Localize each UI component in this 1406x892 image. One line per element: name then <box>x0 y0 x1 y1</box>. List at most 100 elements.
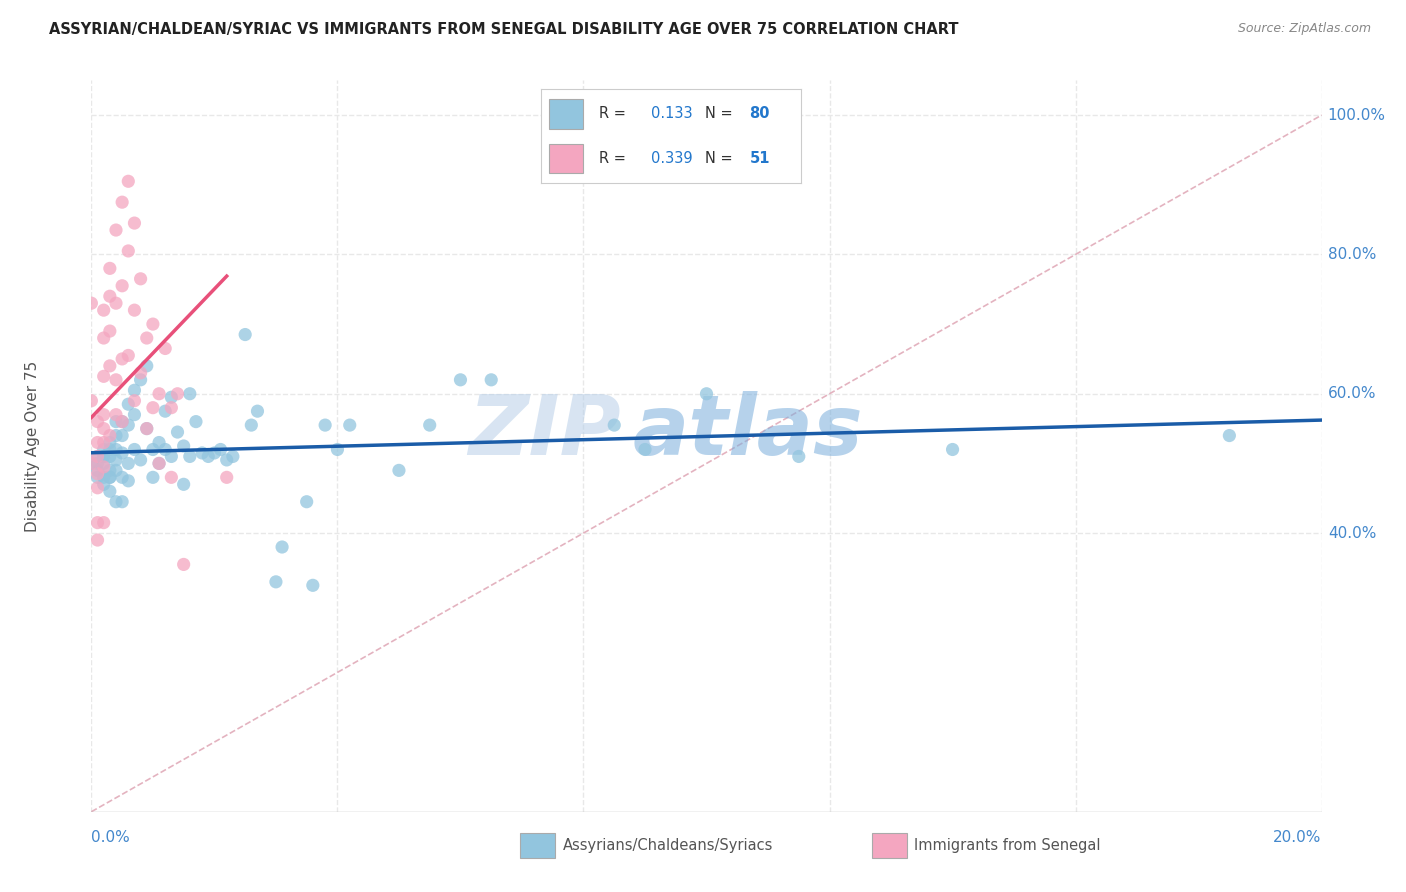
Point <box>93 442 115 457</box>
Point <box>197 450 219 464</box>
Point <box>105 428 127 442</box>
Text: N =: N = <box>706 151 737 166</box>
Text: 60.0%: 60.0% <box>1327 386 1376 401</box>
Point <box>111 278 134 293</box>
Point <box>222 450 245 464</box>
Point <box>696 386 718 401</box>
Point <box>80 457 103 471</box>
Point <box>264 574 287 589</box>
Point <box>160 450 183 464</box>
Point <box>93 331 115 345</box>
Point <box>105 373 127 387</box>
Point <box>105 442 127 457</box>
Point <box>129 272 152 286</box>
Point <box>124 442 146 457</box>
Text: 80: 80 <box>749 106 770 121</box>
Point <box>160 390 183 404</box>
Point <box>117 174 139 188</box>
Point <box>98 428 121 442</box>
Point <box>148 386 170 401</box>
Point <box>93 303 115 318</box>
Point <box>179 386 201 401</box>
Text: Assyrians/Chaldeans/Syriacs: Assyrians/Chaldeans/Syriacs <box>562 838 773 853</box>
Point <box>93 369 115 384</box>
Point <box>124 408 146 422</box>
Text: 40.0%: 40.0% <box>1327 525 1376 541</box>
Point <box>111 494 134 508</box>
Point <box>160 470 183 484</box>
Point <box>202 446 225 460</box>
Point <box>117 397 139 411</box>
Point <box>603 418 626 433</box>
Point <box>326 442 349 457</box>
Point <box>179 450 201 464</box>
Text: atlas: atlas <box>633 391 863 472</box>
Point <box>142 470 165 484</box>
Text: 0.0%: 0.0% <box>91 830 131 845</box>
Point <box>93 457 115 471</box>
Point <box>124 303 146 318</box>
Point <box>93 435 115 450</box>
Text: 20.0%: 20.0% <box>1274 830 1322 845</box>
Point <box>135 421 157 435</box>
Point <box>191 446 214 460</box>
Point <box>135 421 157 435</box>
FancyBboxPatch shape <box>550 98 583 128</box>
Point <box>246 404 269 418</box>
Point <box>117 244 139 258</box>
Point <box>135 331 157 345</box>
Point <box>160 401 183 415</box>
Point <box>98 470 121 484</box>
Point <box>124 216 146 230</box>
Point <box>942 442 965 457</box>
Point <box>634 442 657 457</box>
Point <box>93 470 115 484</box>
Text: 80.0%: 80.0% <box>1327 247 1376 262</box>
Point <box>166 425 188 439</box>
Point <box>117 474 139 488</box>
Point <box>449 373 471 387</box>
Point <box>153 442 177 457</box>
Point <box>86 467 108 481</box>
Point <box>105 453 127 467</box>
Point <box>142 317 165 331</box>
Point <box>142 442 165 457</box>
Point <box>173 558 195 572</box>
Point <box>98 359 121 373</box>
Point <box>173 477 195 491</box>
Text: Disability Age Over 75: Disability Age Over 75 <box>25 360 39 532</box>
Point <box>233 327 256 342</box>
Text: Immigrants from Senegal: Immigrants from Senegal <box>914 838 1101 853</box>
Text: ASSYRIAN/CHALDEAN/SYRIAC VS IMMIGRANTS FROM SENEGAL DISABILITY AGE OVER 75 CORRE: ASSYRIAN/CHALDEAN/SYRIAC VS IMMIGRANTS F… <box>49 22 959 37</box>
Point <box>105 296 127 310</box>
Point <box>86 435 108 450</box>
Point <box>86 450 108 464</box>
Point <box>388 463 411 477</box>
Point <box>184 415 207 429</box>
Point <box>105 223 127 237</box>
Point <box>111 415 134 429</box>
Point <box>86 463 108 477</box>
Text: 0.339: 0.339 <box>651 151 692 166</box>
Point <box>153 342 177 356</box>
Point <box>86 450 108 464</box>
Point <box>105 415 127 429</box>
Point <box>479 373 502 387</box>
Point <box>142 401 165 415</box>
Point <box>301 578 323 592</box>
Point <box>117 348 139 362</box>
Point <box>1218 428 1240 442</box>
Point <box>314 418 336 433</box>
Text: Source: ZipAtlas.com: Source: ZipAtlas.com <box>1237 22 1371 36</box>
Point <box>93 477 115 491</box>
Point <box>271 540 294 554</box>
Point <box>419 418 441 433</box>
Point <box>86 516 108 530</box>
Point <box>86 470 108 484</box>
Point <box>129 373 152 387</box>
Point <box>135 359 157 373</box>
Point <box>173 439 195 453</box>
Point <box>129 366 152 380</box>
Point <box>124 393 146 408</box>
Point <box>124 384 146 398</box>
